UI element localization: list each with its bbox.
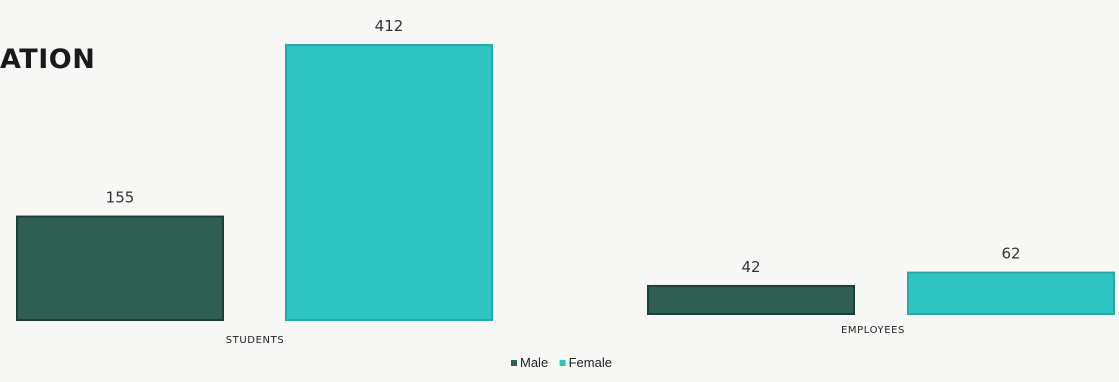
- value-label-employees-male: 42: [741, 258, 760, 276]
- category-label-students: STUDENTS: [226, 335, 285, 346]
- legend-label-female: Female: [569, 355, 612, 370]
- category-label-employees: EMPLOYEES: [841, 325, 905, 336]
- bar-students-female: [285, 44, 493, 321]
- value-label-employees-female: 62: [1001, 245, 1020, 263]
- bar-students-male: [16, 215, 224, 321]
- value-label-students-female: 412: [375, 17, 404, 35]
- legend-swatch-male: [511, 360, 517, 366]
- chart-title: ATION: [0, 44, 96, 75]
- value-label-students-male: 155: [106, 189, 135, 207]
- bar-employees-male: [647, 284, 855, 316]
- legend-swatch-female: [559, 360, 566, 366]
- bar-employees-female: [907, 271, 1115, 316]
- legend-label-male: Male: [520, 355, 548, 370]
